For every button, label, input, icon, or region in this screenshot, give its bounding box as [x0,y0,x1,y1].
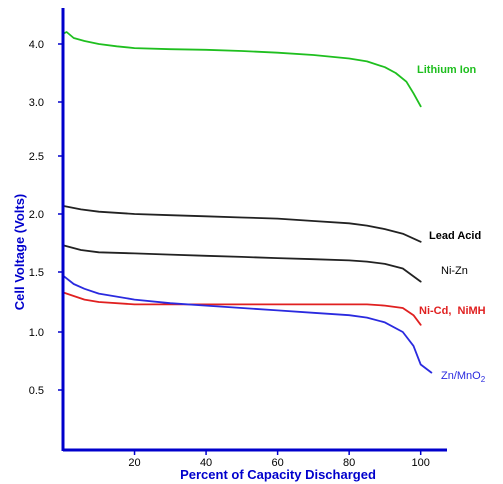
series-label-3: Ni-Cd, NiMH [419,305,486,317]
y-tick-label: 2.5 [29,151,44,163]
y-ticks: 0.5 1.0 1.5 2.0 2.5 3.0 4.0 [29,39,63,397]
y-tick-label: 0.5 [29,385,44,397]
series-line-4 [62,274,433,374]
series-labels: Lithium Ion Lead Acid Ni-Zn Ni-Cd, NiMH Zn/M… [417,64,486,384]
x-tick-label: 60 [271,457,283,469]
series-label-1: Lead Acid [429,230,481,242]
y-tick-label: 1.0 [29,327,44,339]
axes [61,8,447,452]
series-line-0 [62,31,422,108]
x-tick-label: 100 [412,457,430,469]
series-line-3 [62,291,422,326]
y-tick-label: 4.0 [29,39,44,51]
x-tick-label: 40 [200,457,212,469]
series-line-2 [62,244,422,283]
x-ticks: 20 40 60 80 100 [128,450,430,469]
y-tick-label: 1.5 [29,267,44,279]
y-axis-title: Cell Voltage (Volts) [12,194,27,311]
series-line-1 [62,204,422,243]
y-tick-label: 2.0 [29,209,44,221]
y-tick-label: 3.0 [29,97,44,109]
series-label-4: Zn/MnO2 [441,370,486,384]
series-label-0: Lithium Ion [417,64,477,76]
x-axis-title: Percent of Capacity Discharged [180,467,376,482]
series-label-2: Ni-Zn [441,265,468,277]
x-tick-label: 20 [128,457,140,469]
series-layer [62,31,433,374]
x-tick-label: 80 [343,457,355,469]
